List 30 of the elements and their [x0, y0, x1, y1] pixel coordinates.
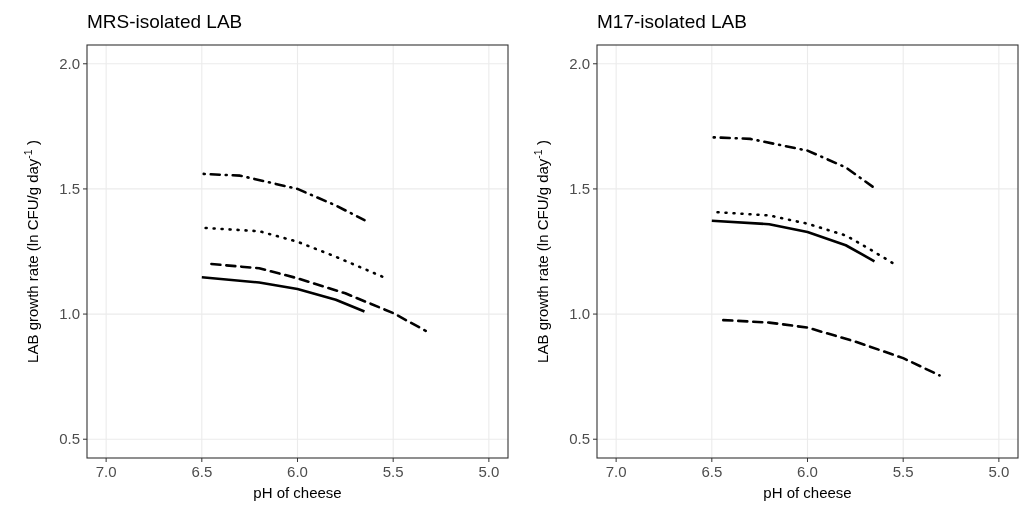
line-series	[710, 219, 876, 263]
line-series	[200, 275, 366, 313]
line-series	[204, 226, 384, 279]
y-tick-label: 1.5	[59, 180, 80, 198]
y-tick-label: 2.0	[59, 55, 80, 73]
line-series	[712, 136, 874, 188]
x-axis-title: pH of cheese	[763, 484, 852, 501]
line-series	[202, 172, 366, 222]
y-tick-label: 0.5	[569, 430, 590, 448]
x-tick-label: 6.5	[191, 463, 213, 480]
line-series	[722, 318, 941, 377]
x-tick-label: 5.0	[478, 463, 500, 480]
y-tick-label: 1.5	[569, 180, 590, 198]
x-tick-label: 7.0	[605, 463, 627, 480]
x-tick-label: 6.0	[287, 463, 308, 480]
y-tick-label: 0.5	[59, 430, 80, 448]
line-series	[210, 262, 428, 333]
chart-title: MRS-isolated LAB	[87, 11, 243, 32]
x-tick-label: 7.0	[95, 463, 117, 480]
x-tick-label: 5.5	[382, 463, 404, 480]
x-tick-label: 6.0	[797, 463, 818, 480]
chart-title: M17-isolated LAB	[597, 11, 747, 32]
line-series	[716, 210, 894, 265]
x-tick-label: 6.5	[701, 463, 723, 480]
y-tick-label: 1.0	[569, 305, 590, 323]
x-tick-label: 5.5	[892, 463, 914, 480]
x-tick-label: 5.0	[988, 463, 1010, 480]
y-tick-label: 2.0	[569, 55, 590, 73]
y-tick-label: 1.0	[59, 305, 80, 323]
x-axis-title: pH of cheese	[253, 484, 342, 501]
